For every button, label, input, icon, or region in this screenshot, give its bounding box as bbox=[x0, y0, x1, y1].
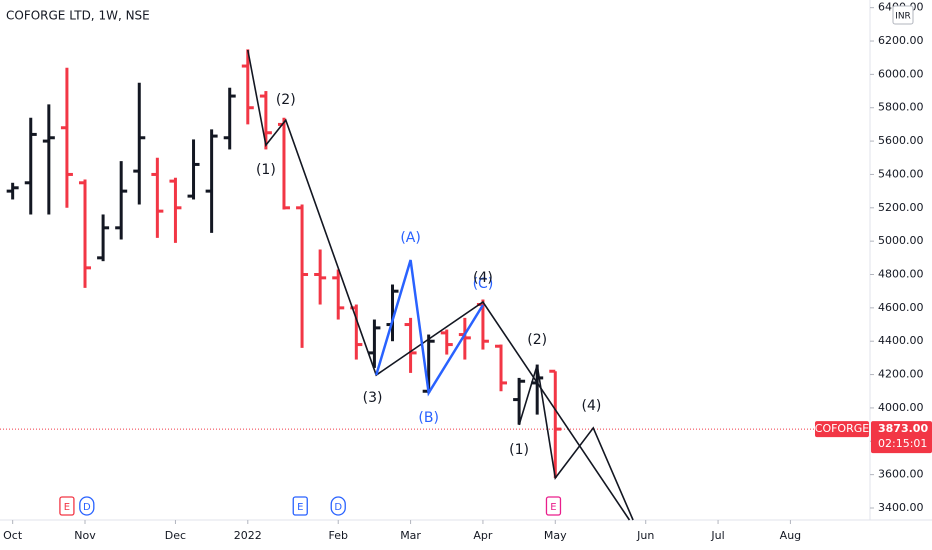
event-label: E bbox=[64, 502, 70, 513]
wave-label: (2) bbox=[276, 92, 296, 108]
y-tick-label: 5400.00 bbox=[878, 167, 924, 180]
price-value: 3873.00 bbox=[878, 422, 928, 435]
event-badge bbox=[545, 496, 562, 516]
event-badge bbox=[59, 496, 75, 516]
currency-badge bbox=[892, 5, 914, 25]
y-tick-label: 3600.00 bbox=[878, 468, 924, 481]
x-tick-label: Apr bbox=[473, 529, 493, 542]
price-tag bbox=[871, 421, 932, 454]
x-tick-label: Feb bbox=[328, 529, 347, 542]
y-tick-label: 5800.00 bbox=[878, 101, 924, 114]
price-name: COFORGE bbox=[815, 422, 869, 435]
currency-label: INR bbox=[895, 12, 911, 22]
y-tick-label: 6000.00 bbox=[878, 67, 924, 80]
y-tick-label: 3400.00 bbox=[878, 501, 924, 514]
wave-label: (4) bbox=[582, 398, 602, 414]
price-tag bbox=[815, 421, 869, 438]
wave-label: (B) bbox=[418, 410, 439, 426]
price-countdown: 02:15:01 bbox=[878, 437, 927, 450]
wave-label: (A) bbox=[400, 230, 421, 246]
y-tick-label: 4000.00 bbox=[878, 401, 924, 414]
event-badge bbox=[292, 496, 308, 516]
y-tick-label: 5000.00 bbox=[878, 234, 924, 247]
wave-line bbox=[518, 364, 634, 521]
wave-label: (C) bbox=[473, 276, 494, 292]
chart-title: COFORGE LTD, 1W, NSE bbox=[6, 9, 150, 23]
wave-label: (1) bbox=[509, 442, 529, 458]
wave-label: (4) bbox=[473, 270, 493, 286]
y-tick-label: 4200.00 bbox=[878, 368, 924, 381]
x-tick-label: Mar bbox=[400, 529, 421, 542]
x-tick-label: May bbox=[544, 529, 567, 542]
y-tick-label: 6200.00 bbox=[878, 34, 924, 47]
x-tick-label: Dec bbox=[165, 529, 186, 542]
x-tick-label: 2022 bbox=[234, 529, 262, 542]
y-tick-label: 4600.00 bbox=[878, 301, 924, 314]
event-badge bbox=[79, 496, 95, 516]
wave-label: (3) bbox=[363, 390, 383, 406]
x-tick-label: Jun bbox=[636, 529, 654, 542]
wave-line bbox=[375, 259, 484, 397]
x-tick-label: Aug bbox=[780, 529, 801, 542]
event-label: D bbox=[83, 502, 91, 513]
x-tick-label: Jul bbox=[710, 529, 724, 542]
x-tick-label: Nov bbox=[74, 529, 96, 542]
event-label: E bbox=[297, 502, 303, 513]
x-tick-label: Oct bbox=[3, 529, 23, 542]
wave-line bbox=[247, 49, 631, 521]
event-label: E bbox=[550, 502, 556, 513]
event-label: D bbox=[334, 502, 342, 513]
wave-label: (2) bbox=[527, 332, 547, 348]
event-badge bbox=[330, 496, 346, 516]
y-tick-label: 5200.00 bbox=[878, 201, 924, 214]
y-tick-label: 4800.00 bbox=[878, 268, 924, 281]
y-tick-label: 5600.00 bbox=[878, 134, 924, 147]
y-tick-label: 4400.00 bbox=[878, 334, 924, 347]
wave-label: (1) bbox=[256, 162, 276, 178]
